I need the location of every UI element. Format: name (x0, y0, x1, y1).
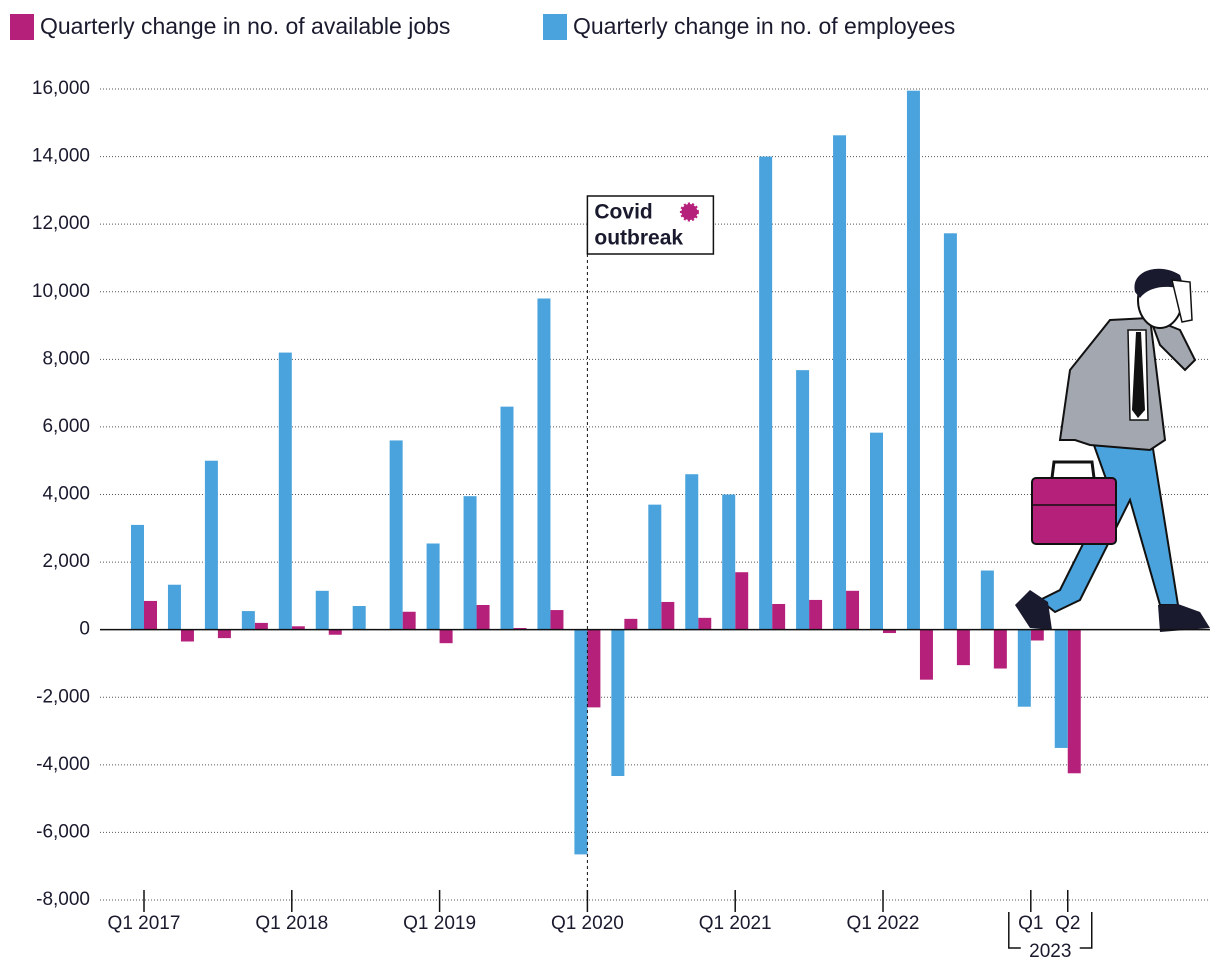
y-tick-label: 8,000 (42, 348, 90, 369)
bar (513, 627, 527, 630)
bar (722, 494, 736, 630)
bar (204, 460, 218, 630)
bar (870, 432, 883, 630)
bar (796, 370, 810, 630)
bar (846, 590, 860, 630)
illustration (1015, 268, 1210, 632)
y-tick-label: -8,000 (36, 889, 90, 910)
x-tick-label: Q1 2019 (403, 913, 476, 934)
bar (291, 626, 305, 630)
x-tick-label: Q1 2017 (108, 913, 181, 934)
bar (426, 543, 440, 630)
bar (698, 617, 712, 630)
bar (809, 599, 823, 630)
group-bracket (1008, 912, 1093, 949)
bar (661, 601, 675, 630)
bar (389, 440, 403, 630)
y-tick-label: 4,000 (42, 484, 90, 505)
bar (352, 606, 366, 630)
annotation-text: outbreak (594, 227, 683, 250)
bar (587, 629, 601, 708)
bar (956, 629, 970, 666)
x-tick-label: Q1 (1018, 913, 1043, 934)
legend-swatch (10, 14, 34, 40)
bar (759, 156, 773, 630)
x-tick-label: Q1 2020 (551, 913, 624, 934)
y-tick-label: 0 (79, 619, 90, 640)
bar (980, 570, 994, 630)
bar (315, 590, 329, 630)
y-tick-label: 2,000 (42, 551, 90, 572)
y-tick-label: 12,000 (32, 213, 90, 234)
bar (685, 474, 699, 630)
bar (500, 406, 514, 630)
bar (144, 600, 157, 630)
y-tick-label: 14,000 (32, 146, 90, 167)
x-tick-label: Q1 2022 (847, 913, 920, 934)
y-tick-label: 10,000 (32, 281, 90, 302)
bar (648, 504, 662, 630)
bar (328, 629, 342, 635)
bar (735, 572, 749, 630)
bar (1017, 629, 1031, 707)
x-group-label: 2023 (1029, 941, 1071, 961)
bar (537, 298, 551, 630)
y-tick-label: -6,000 (36, 821, 90, 842)
legend-label: Quarterly change in no. of available job… (40, 13, 450, 39)
y-tick-label: 16,000 (32, 78, 90, 99)
bar (550, 610, 564, 630)
bar (1067, 629, 1081, 774)
bar (1054, 629, 1068, 748)
virus-icon (679, 202, 699, 222)
bar (772, 603, 786, 630)
x-tick-label: Q2 (1055, 913, 1080, 934)
bar (906, 90, 920, 630)
bar (883, 629, 896, 634)
bar (1030, 629, 1044, 641)
bar (993, 629, 1007, 669)
bar (278, 352, 292, 630)
bar (463, 496, 477, 630)
bar (241, 611, 255, 630)
bar (402, 611, 416, 630)
y-tick-label: -4,000 (36, 754, 90, 775)
bar (180, 629, 194, 642)
x-tick-label: Q1 2018 (255, 913, 328, 934)
bar (833, 135, 847, 630)
bar (611, 629, 625, 776)
x-tick-label: Q1 2021 (699, 913, 772, 934)
bar (254, 622, 268, 630)
y-tick-label: 6,000 (42, 416, 90, 437)
legend-label: Quarterly change in no. of employees (573, 13, 955, 39)
bar (624, 618, 638, 630)
bar (217, 629, 231, 639)
bar (574, 629, 588, 855)
annotation-text: Covid (594, 201, 652, 224)
bar (167, 584, 181, 630)
bar (476, 604, 490, 630)
bar (131, 524, 144, 630)
y-tick-label: -2,000 (36, 686, 90, 707)
legend-swatch (543, 14, 567, 40)
bar (439, 629, 453, 644)
bar (919, 629, 933, 680)
bar (943, 233, 957, 630)
